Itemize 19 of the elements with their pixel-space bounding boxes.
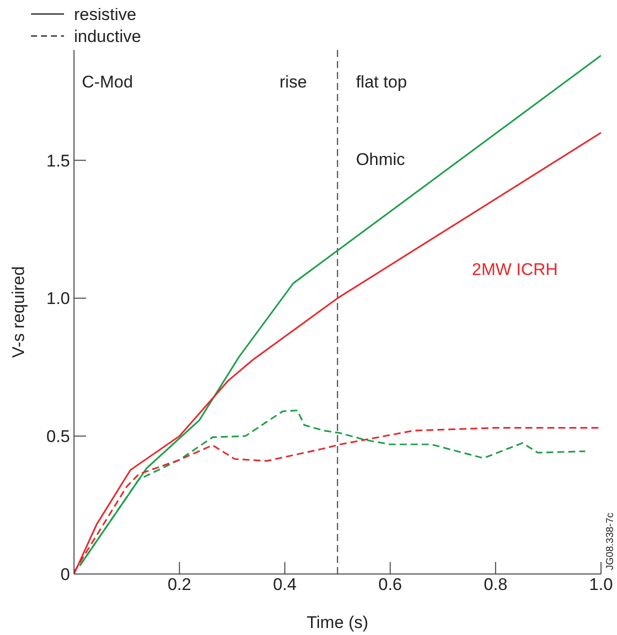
y-tick-label: 0.5	[46, 427, 70, 446]
y-tick-label: 0	[60, 565, 70, 584]
y-tick-label: 1.0	[46, 289, 70, 308]
y-tick-label: 1.5	[46, 151, 70, 170]
annotation: C-Mod	[82, 72, 133, 92]
x-tick-label: 0.8	[484, 575, 508, 594]
annotation: Ohmic	[356, 150, 406, 169]
x-tick-label: 0.2	[168, 575, 192, 594]
text: JG08.338-7c	[605, 512, 616, 570]
annotation: flat top	[356, 72, 407, 92]
x-tick-label: 0.4	[272, 575, 297, 594]
x-tick-label: 0.6	[378, 575, 402, 594]
x-axis-title: Time (s)	[306, 613, 368, 632]
y-axis-title: V-s required	[9, 266, 28, 358]
text: resistive	[74, 5, 136, 24]
annotation: rise	[280, 72, 307, 92]
x-tick-label: 1.0	[589, 575, 613, 594]
text: inductive	[74, 27, 142, 46]
annotation: 2MW ICRH	[472, 260, 558, 280]
